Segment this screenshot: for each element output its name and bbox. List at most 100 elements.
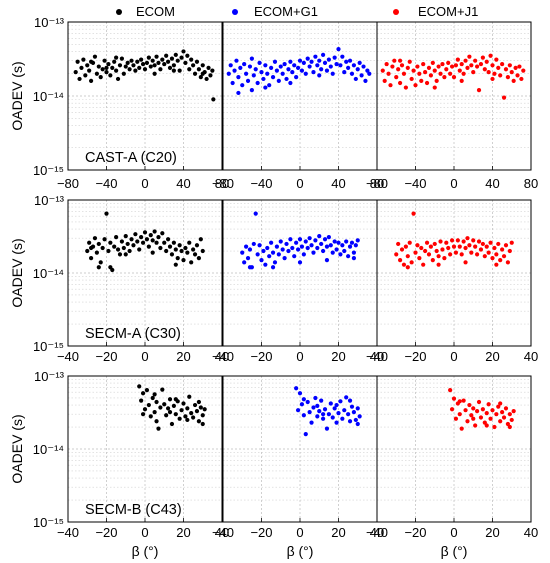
- data-point: [173, 412, 178, 417]
- data-point: [501, 415, 507, 420]
- data-point: [334, 420, 339, 425]
- data-point: [309, 420, 314, 425]
- data-point: [353, 243, 358, 248]
- axes-frame: [67, 21, 223, 171]
- data-point: [177, 68, 182, 73]
- data-point: [272, 260, 278, 265]
- data-point: [449, 238, 455, 243]
- data-point: [440, 247, 445, 252]
- data-point: [301, 60, 306, 66]
- data-point: [276, 252, 281, 257]
- data-point: [267, 254, 272, 259]
- data-point: [152, 392, 157, 397]
- data-point: [401, 71, 407, 76]
- data-point: [288, 59, 293, 64]
- data-point: [476, 239, 482, 244]
- data-point: [482, 254, 487, 259]
- panel-label: SECM-B (C43): [85, 502, 182, 518]
- data-point: [338, 252, 343, 257]
- subplot: −80 −40 0 40 80: [366, 21, 538, 191]
- y-tick-label: 10⁻¹³: [34, 15, 65, 30]
- data-point: [351, 250, 356, 255]
- data-point: [146, 402, 151, 408]
- x-tick-label: 0: [450, 349, 457, 364]
- data-point: [311, 405, 316, 410]
- data-point: [322, 60, 328, 66]
- data-point: [355, 406, 360, 411]
- data-point: [295, 65, 301, 70]
- data-point: [245, 256, 251, 261]
- data-point: [181, 401, 186, 406]
- data-point: [451, 244, 457, 249]
- data-point: [146, 244, 151, 249]
- data-point: [94, 71, 99, 76]
- data-point: [294, 240, 299, 245]
- data-point: [340, 243, 345, 248]
- data-point: [192, 71, 198, 76]
- data-point: [173, 52, 178, 57]
- data-point: [421, 262, 426, 267]
- data-point: [467, 54, 472, 59]
- data-point: [89, 256, 94, 261]
- data-point: [228, 63, 233, 68]
- data-point: [131, 63, 136, 68]
- data-point: [436, 64, 441, 69]
- data-point: [119, 239, 124, 244]
- data-point: [480, 407, 485, 412]
- data-point: [498, 401, 503, 406]
- data-point: [119, 56, 124, 61]
- subplot: −40 −20 0 20 40: [366, 375, 538, 540]
- data-point: [92, 236, 98, 241]
- data-point: [436, 254, 441, 259]
- x-tick-label: −40: [212, 525, 234, 540]
- data-point: [135, 239, 140, 244]
- data-point: [503, 243, 509, 248]
- data-point: [200, 248, 205, 254]
- data-point: [127, 67, 132, 72]
- data-point: [238, 65, 243, 70]
- data-point: [484, 423, 489, 428]
- data-point: [139, 235, 144, 240]
- data-point: [98, 260, 103, 265]
- data-point: [332, 55, 337, 60]
- data-point: [108, 73, 113, 78]
- data-point: [399, 63, 405, 68]
- data-point: [448, 388, 453, 393]
- data-point: [317, 58, 322, 63]
- data-point: [92, 54, 98, 59]
- data-point: [401, 262, 407, 267]
- data-point: [484, 244, 489, 249]
- data-point: [98, 75, 103, 80]
- data-point: [392, 58, 397, 63]
- data-point: [150, 250, 155, 255]
- data-point: [501, 254, 507, 259]
- data-point: [340, 54, 345, 59]
- data-point: [196, 419, 201, 424]
- x-axis-label: β (°): [441, 543, 468, 559]
- data-point: [465, 65, 470, 70]
- data-point: [263, 262, 268, 267]
- data-point: [292, 254, 297, 259]
- data-point: [347, 419, 353, 424]
- data-point: [463, 408, 468, 413]
- data-point: [142, 230, 148, 235]
- data-point: [255, 80, 260, 86]
- data-point: [461, 239, 466, 244]
- x-tick-label: 20: [485, 349, 499, 364]
- x-axis-labels: β (°) β (°) β (°): [132, 543, 468, 559]
- data-point: [179, 408, 184, 413]
- data-point: [189, 57, 194, 62]
- data-point: [179, 55, 184, 60]
- data-point: [442, 75, 447, 80]
- data-point: [183, 60, 188, 66]
- data-point: [324, 426, 330, 431]
- x-tick-label: 0: [296, 176, 303, 191]
- data-point: [245, 78, 251, 83]
- data-point: [480, 241, 485, 247]
- data-point: [357, 60, 362, 66]
- data-point: [164, 248, 169, 254]
- data-point: [432, 241, 437, 247]
- data-point: [115, 76, 121, 82]
- data-point: [210, 68, 215, 73]
- data-point: [206, 65, 211, 70]
